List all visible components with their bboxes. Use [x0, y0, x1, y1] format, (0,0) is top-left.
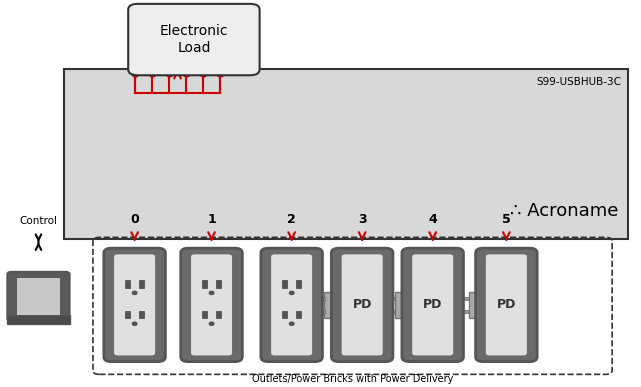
Bar: [461, 310, 469, 313]
Bar: [125, 311, 130, 319]
FancyBboxPatch shape: [64, 70, 628, 239]
FancyBboxPatch shape: [476, 248, 537, 361]
Ellipse shape: [289, 291, 294, 295]
Bar: [17, 278, 60, 315]
Text: Rail 1: Rail 1: [152, 46, 161, 68]
FancyBboxPatch shape: [342, 254, 383, 355]
Ellipse shape: [209, 291, 214, 295]
Text: 3: 3: [358, 213, 367, 226]
Ellipse shape: [289, 322, 294, 326]
Bar: [282, 280, 287, 288]
Text: PD: PD: [423, 298, 442, 312]
Bar: [317, 310, 325, 313]
FancyBboxPatch shape: [104, 248, 165, 361]
Bar: [387, 310, 395, 313]
Bar: [202, 311, 207, 319]
Bar: [387, 297, 395, 300]
FancyBboxPatch shape: [191, 254, 232, 355]
Text: PD: PD: [497, 298, 516, 312]
Text: 5: 5: [502, 213, 511, 226]
Text: ∴ Acroname: ∴ Acroname: [510, 202, 619, 220]
Bar: [139, 280, 144, 288]
Bar: [216, 280, 221, 288]
Bar: [282, 311, 287, 319]
Text: S99-USBHUB-3C: S99-USBHUB-3C: [537, 77, 622, 87]
Bar: [296, 280, 301, 288]
Text: Rail 4: Rail 4: [203, 46, 212, 68]
FancyBboxPatch shape: [6, 315, 71, 324]
FancyBboxPatch shape: [271, 254, 312, 355]
FancyBboxPatch shape: [412, 254, 453, 355]
FancyBboxPatch shape: [324, 292, 340, 318]
FancyBboxPatch shape: [128, 4, 260, 75]
Bar: [139, 311, 144, 319]
FancyBboxPatch shape: [7, 272, 70, 321]
Text: 0: 0: [130, 213, 139, 226]
Text: Rail 5: Rail 5: [220, 46, 229, 68]
FancyBboxPatch shape: [181, 248, 242, 361]
Text: 1: 1: [207, 213, 216, 226]
FancyBboxPatch shape: [486, 254, 527, 355]
FancyBboxPatch shape: [402, 248, 463, 361]
FancyBboxPatch shape: [395, 292, 410, 318]
FancyBboxPatch shape: [261, 248, 322, 361]
Bar: [125, 280, 130, 288]
Bar: [317, 297, 325, 300]
FancyBboxPatch shape: [331, 248, 393, 361]
Bar: [216, 311, 221, 319]
Ellipse shape: [132, 322, 137, 326]
Text: Electronic
Load: Electronic Load: [160, 24, 228, 55]
FancyBboxPatch shape: [114, 254, 155, 355]
Text: Rail 2: Rail 2: [169, 46, 178, 68]
Ellipse shape: [209, 322, 214, 326]
Text: PD: PD: [353, 298, 372, 312]
Text: Rail 3: Rail 3: [186, 46, 195, 68]
Text: Control: Control: [19, 216, 58, 226]
Bar: [202, 280, 207, 288]
Ellipse shape: [132, 291, 137, 295]
Text: Outlets/Power Bricks with Power Delivery: Outlets/Power Bricks with Power Delivery: [252, 374, 453, 384]
Text: Rail 0: Rail 0: [135, 46, 144, 68]
Text: 4: 4: [428, 213, 437, 226]
Bar: [461, 297, 469, 300]
Text: 2: 2: [287, 213, 296, 226]
FancyBboxPatch shape: [469, 292, 484, 318]
Bar: [296, 311, 301, 319]
